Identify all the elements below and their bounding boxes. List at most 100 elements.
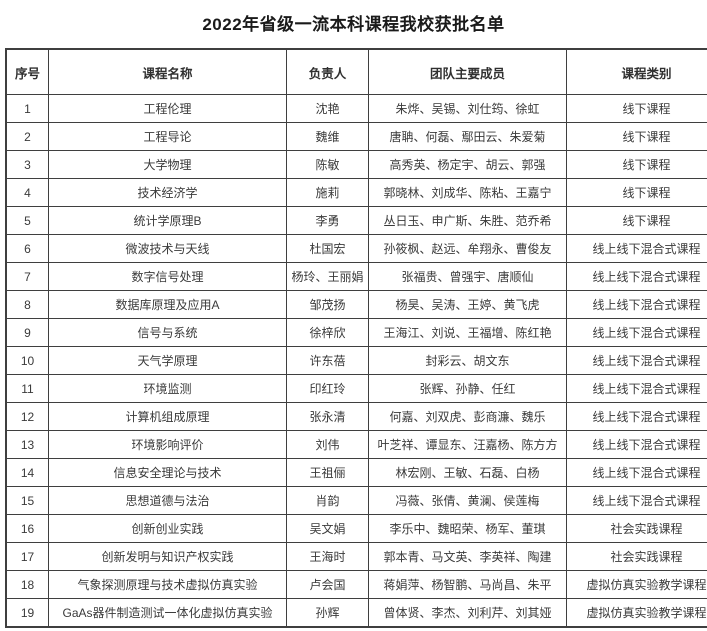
table-cell: 杨昊、吴涛、王婷、黄飞虎 [368,290,567,319]
table-cell: 张福贵、曾强宇、唐顺仙 [368,262,567,291]
table-cell: 线下课程 [566,122,707,151]
table-cell: 叶芝祥、谭显东、汪嘉杨、陈方方 [368,430,567,459]
table-cell: 线上线下混合式课程 [566,346,707,375]
table-cell: 统计学原理B [48,206,287,235]
table-cell: 王海江、刘说、王福增、陈红艳 [368,318,567,347]
table-cell: 陈敏 [286,150,369,179]
table-cell: 施莉 [286,178,369,207]
table-cell: 吴文娟 [286,514,369,543]
table-cell: 信息安全理论与技术 [48,458,287,487]
table-row: 5 统计学原理B 李勇 丛日玉、申广斯、朱胜、范乔希 线下课程 [5,206,707,235]
table-row: 19 GaAs器件制造测试一体化虚拟仿真实验 孙辉 曾体贤、李杰、刘利芹、刘其娅 虚拟仿… [5,598,707,628]
table-cell: GaAs器件制造测试一体化虚拟仿真实验 [48,598,287,628]
table-cell: 微波技术与天线 [48,234,287,263]
table-cell: 高秀英、杨定宇、胡云、郭强 [368,150,567,179]
table-cell: 线上线下混合式课程 [566,458,707,487]
table-row: 2 工程导论 魏维 唐聃、何磊、鄢田云、朱爱菊 线下课程 [5,122,707,151]
table-row: 15 思想道德与法治 肖韵 冯薇、张倩、黄澜、侯莲梅 线上线下混合式课程 [5,486,707,515]
table-cell: 6 [5,234,49,263]
table-cell: 信号与系统 [48,318,287,347]
table-cell: 技术经济学 [48,178,287,207]
header-row: 序号 课程名称 负责人 团队主要成员 课程类别 [5,48,707,95]
table-row: 16 创新创业实践 吴文娟 李乐中、魏昭荣、杨军、董琪 社会实践课程 [5,514,707,543]
table-cell: 郭本青、马文英、李英祥、陶建 [368,542,567,571]
table-cell: 11 [5,374,49,403]
table-cell: 社会实践课程 [566,514,707,543]
table-cell: 线上线下混合式课程 [566,290,707,319]
table-cell: 5 [5,206,49,235]
table-cell: 郭晓林、刘成华、陈粘、王嘉宁 [368,178,567,207]
course-table: 序号 课程名称 负责人 团队主要成员 课程类别 1 工程伦理 沈艳 朱烨、吴锡、刘仕筠、徐虹线… [5,48,707,628]
table-cell: 工程导论 [48,122,287,151]
table-cell: 数据库原理及应用A [48,290,287,319]
table-cell: 曾体贤、李杰、刘利芹、刘其娅 [368,598,567,628]
table-cell: 计算机组成原理 [48,402,287,431]
table-cell: 丛日玉、申广斯、朱胜、范乔希 [368,206,567,235]
table-cell: 张辉、孙静、任红 [368,374,567,403]
column-header-0: 序号 [5,48,49,95]
table-cell: 王海时 [286,542,369,571]
table-cell: 线上线下混合式课程 [566,234,707,263]
table-cell: 3 [5,150,49,179]
column-header-4: 课程类别 [566,48,707,95]
column-header-2: 负责人 [286,48,369,95]
table-cell: 7 [5,262,49,291]
table-cell: 4 [5,178,49,207]
table-cell: 14 [5,458,49,487]
table-cell: 沈艳 [286,94,369,123]
table-cell: 线上线下混合式课程 [566,486,707,515]
table-cell: 2 [5,122,49,151]
table-cell: 创新创业实践 [48,514,287,543]
table-cell: 唐聃、何磊、鄢田云、朱爱菊 [368,122,567,151]
table-cell: 19 [5,598,49,628]
table-row: 4 技术经济学 施莉 郭晓林、刘成华、陈粘、王嘉宁 线下课程 [5,178,707,207]
table-cell: 线下课程 [566,94,707,123]
table-cell: 16 [5,514,49,543]
table-cell: 许东蓓 [286,346,369,375]
table-cell: 12 [5,402,49,431]
table-row: 13 环境影响评价 刘伟 叶芝祥、谭显东、汪嘉杨、陈方方 线上线下混合式课程 [5,430,707,459]
table-cell: 线上线下混合式课程 [566,402,707,431]
table-row: 7 数字信号处理 杨玲、王丽娟 张福贵、曾强宇、唐顺仙 线上线下混合式课程 [5,262,707,291]
table-cell: 冯薇、张倩、黄澜、侯莲梅 [368,486,567,515]
table-row: 11 环境监测 印红玲 张辉、孙静、任红 线上线下混合式课程 [5,374,707,403]
table-row: 3 大学物理 陈敏 高秀英、杨定宇、胡云、郭强 线下课程 [5,150,707,179]
table-cell: 刘伟 [286,430,369,459]
table-cell: 10 [5,346,49,375]
table-cell: 气象探测原理与技术虚拟仿真实验 [48,570,287,599]
table-cell: 邹茂扬 [286,290,369,319]
table-cell: 线下课程 [566,150,707,179]
table-cell: 18 [5,570,49,599]
table-cell: 17 [5,542,49,571]
table-body: 1 工程伦理 沈艳 朱烨、吴锡、刘仕筠、徐虹 线下课程 2 工程导论 魏维 唐聃、何磊、鄢田云、… [5,94,707,628]
table-cell: 印红玲 [286,374,369,403]
table-cell: 王祖俪 [286,458,369,487]
table-cell: 环境影响评价 [48,430,287,459]
table-row: 17 创新发明与知识产权实践 王海时 郭本青、马文英、李英祥、陶建 社会实践课程 [5,542,707,571]
table-cell: 环境监测 [48,374,287,403]
table-cell: 肖韵 [286,486,369,515]
table-cell: 天气学原理 [48,346,287,375]
page-title: 2022年省级一流本科课程我校获批名单 [202,15,505,34]
table-cell: 8 [5,290,49,319]
table-cell: 15 [5,486,49,515]
table-cell: 社会实践课程 [566,542,707,571]
table-cell: 李乐中、魏昭荣、杨军、董琪 [368,514,567,543]
table-cell: 蒋娟萍、杨智鹏、马尚昌、朱平 [368,570,567,599]
table-cell: 虚拟仿真实验教学课程 [566,570,707,599]
column-header-1: 课程名称 [48,48,287,95]
table-row: 10 天气学原理 许东蓓 封彩云、胡文东 线上线下混合式课程 [5,346,707,375]
table-cell: 线下课程 [566,178,707,207]
table-cell: 张永清 [286,402,369,431]
table-row: 12 计算机组成原理 张永清 何嘉、刘双虎、彭商濂、魏乐 线上线下混合式课程 [5,402,707,431]
table-cell: 徐梓欣 [286,318,369,347]
table-row: 9 信号与系统 徐梓欣 王海江、刘说、王福增、陈红艳 线上线下混合式课程 [5,318,707,347]
table-cell: 线上线下混合式课程 [566,262,707,291]
table-cell: 林宏刚、王敏、石磊、白杨 [368,458,567,487]
table-cell: 虚拟仿真实验教学课程 [566,598,707,628]
column-header-3: 团队主要成员 [368,48,567,95]
table-header: 序号 课程名称 负责人 团队主要成员 课程类别 [5,48,707,95]
table-cell: 数字信号处理 [48,262,287,291]
table-cell: 杨玲、王丽娟 [286,262,369,291]
